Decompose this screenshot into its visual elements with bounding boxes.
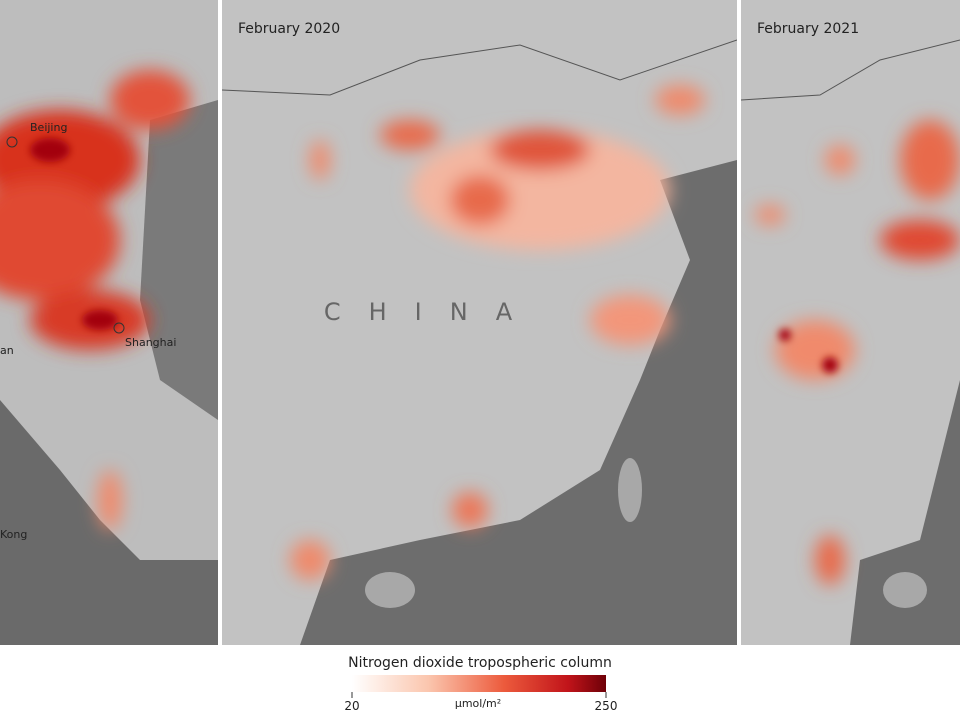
country-label: CHINA [324, 298, 540, 326]
right-map: February 2021 [741, 0, 960, 645]
colorbar-title: Nitrogen dioxide tropospheric column [348, 655, 612, 671]
colorbar [352, 675, 606, 692]
colorbar-max: 250 [595, 699, 618, 713]
panel-title: February 2020 [238, 21, 340, 37]
place-label: Beijing [30, 121, 67, 134]
place-label: Kong [0, 528, 27, 541]
panel-title: February 2021 [757, 21, 859, 37]
colorbar-unit: µmol/m² [455, 697, 501, 710]
middle-map: CHINA February 2020 [222, 0, 737, 645]
left-map [0, 0, 218, 645]
colorbar-min: 20 [344, 699, 359, 713]
place-label: an [0, 344, 14, 357]
place-label: Shanghai [125, 336, 176, 349]
